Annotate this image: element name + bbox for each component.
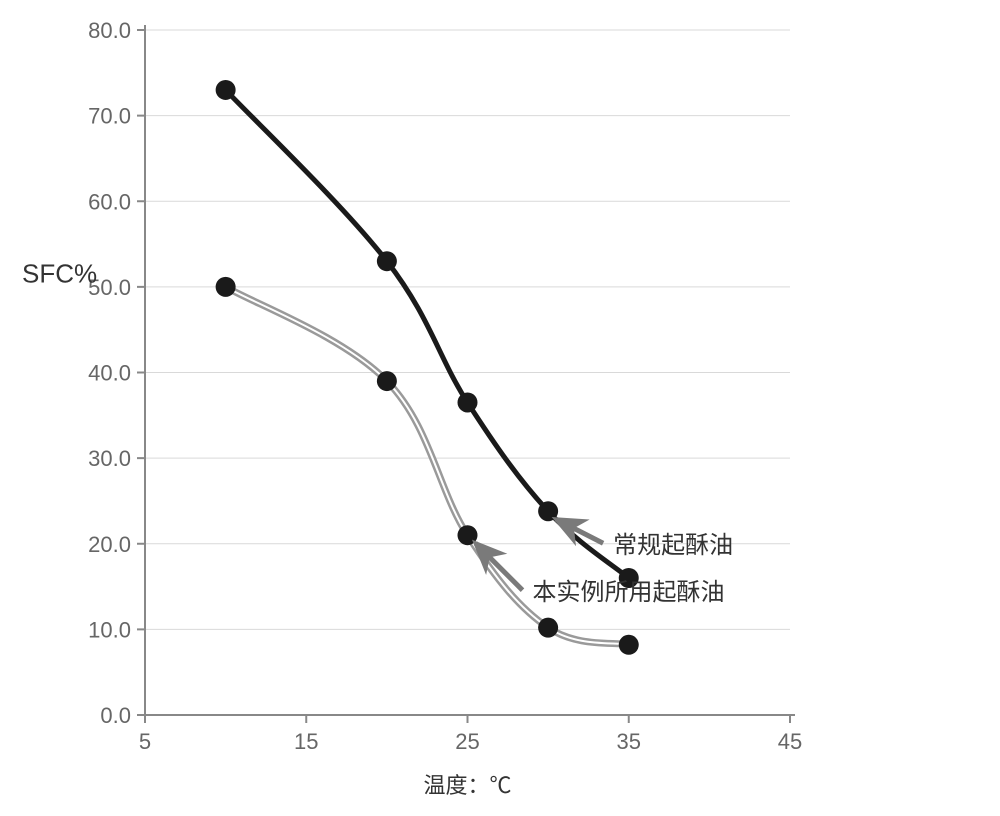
svg-text:0.0: 0.0 (100, 703, 131, 728)
svg-text:60.0: 60.0 (88, 189, 131, 214)
svg-text:70.0: 70.0 (88, 104, 131, 129)
svg-text:15: 15 (294, 729, 318, 754)
svg-text:5: 5 (139, 729, 151, 754)
svg-text:本实例所用起酥油: 本实例所用起酥油 (533, 579, 725, 606)
svg-text:40.0: 40.0 (88, 361, 131, 386)
svg-text:20.0: 20.0 (88, 532, 131, 557)
svg-text:10.0: 10.0 (88, 617, 131, 642)
svg-text:30.0: 30.0 (88, 446, 131, 471)
svg-text:常规起酥油: 常规起酥油 (613, 532, 733, 559)
sfc-chart: 0.010.020.030.040.050.060.070.080.051525… (0, 0, 1000, 816)
svg-text:温度：℃: 温度：℃ (423, 773, 511, 798)
chart-svg: 0.010.020.030.040.050.060.070.080.051525… (0, 0, 1000, 816)
svg-text:45: 45 (778, 729, 802, 754)
svg-text:35: 35 (617, 729, 641, 754)
svg-text:SFC%: SFC% (22, 259, 97, 289)
svg-text:80.0: 80.0 (88, 18, 131, 43)
svg-text:25: 25 (455, 729, 479, 754)
